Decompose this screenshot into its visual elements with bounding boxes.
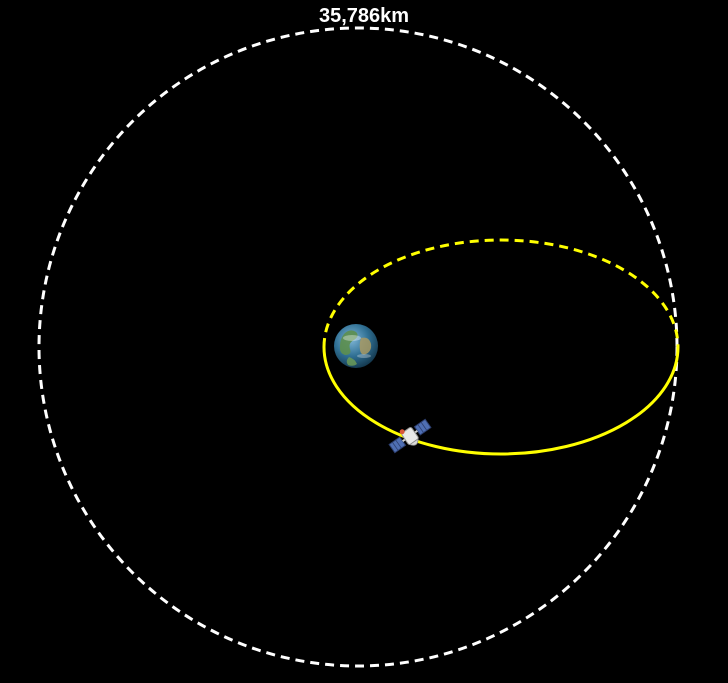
altitude-label: 35,786km xyxy=(319,5,409,27)
earth-icon xyxy=(334,324,378,368)
transfer-orbit-lower-solid xyxy=(322,346,680,456)
transfer-orbit-upper-dashed xyxy=(322,238,680,348)
satellite-icon xyxy=(388,418,432,454)
